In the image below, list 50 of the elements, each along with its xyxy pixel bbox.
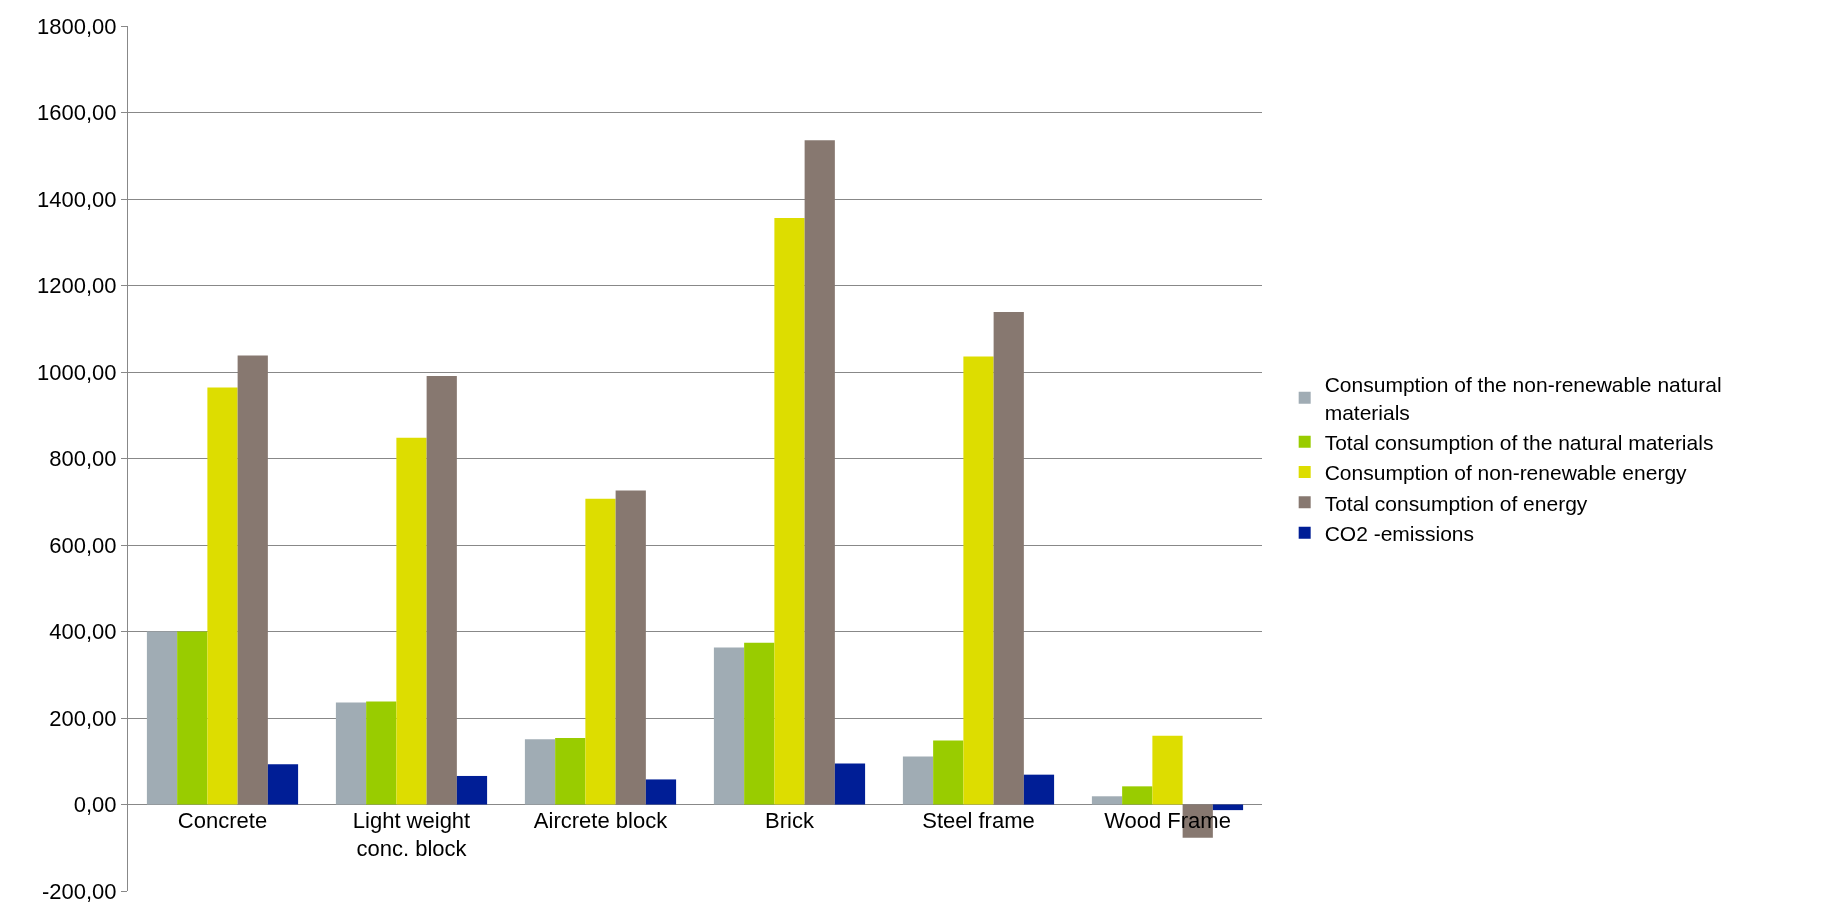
bar [207, 387, 238, 805]
bar [713, 647, 745, 805]
y-tick-label: 1200,00 [37, 273, 117, 299]
x-tick-label: Brick [765, 807, 815, 833]
bar [1023, 774, 1055, 805]
bar [426, 375, 457, 805]
bar [267, 764, 299, 805]
bar [555, 737, 586, 805]
bar [1152, 735, 1183, 805]
bar [933, 740, 964, 805]
bar [585, 498, 616, 805]
x-tick-label: Light weight conc. block [352, 807, 471, 862]
bar [456, 775, 488, 805]
bar [993, 311, 1024, 805]
x-tick-label: Concrete [177, 807, 268, 833]
bar [834, 763, 866, 805]
bar [524, 739, 556, 805]
y-tick-label: 1800,00 [37, 13, 117, 39]
x-tick-label: Steel frame [922, 807, 1035, 833]
legend-label: Consumption of non-renewable energy [1324, 461, 1688, 485]
y-tick-label: 800,00 [49, 446, 117, 472]
y-tick-label: 400,00 [49, 619, 117, 645]
legend-label: Total consumption of the natural materials [1324, 430, 1714, 454]
bar [645, 779, 677, 805]
x-tick-label: Aircrete block [533, 807, 669, 833]
x-tick-label: Wood Frame [1104, 807, 1231, 833]
bar [963, 356, 994, 805]
legend-label: Consumption of the non-renewable natural materials [1324, 373, 1722, 424]
y-tick-label: -200,00 [41, 878, 117, 904]
bar [237, 355, 268, 805]
bar [396, 437, 427, 805]
legend-label: CO2 -emissions [1324, 521, 1475, 545]
bar [615, 490, 646, 805]
bar [744, 642, 775, 805]
legend-label: Total consumption of energy [1324, 491, 1588, 515]
bar [804, 140, 835, 805]
bar [1122, 786, 1153, 805]
bar [366, 701, 397, 805]
y-tick-label: 1000,00 [37, 359, 117, 385]
bar [146, 631, 178, 805]
bar [902, 756, 934, 805]
y-tick-label: 600,00 [49, 532, 117, 558]
y-tick-label: 1400,00 [37, 186, 117, 212]
bar [177, 631, 208, 805]
y-tick-label: 200,00 [49, 705, 117, 731]
y-tick-label: 1600,00 [37, 100, 117, 126]
y-tick-label: 0,00 [73, 792, 117, 818]
bar [1091, 796, 1123, 805]
bar [335, 702, 367, 805]
bar [774, 218, 805, 805]
